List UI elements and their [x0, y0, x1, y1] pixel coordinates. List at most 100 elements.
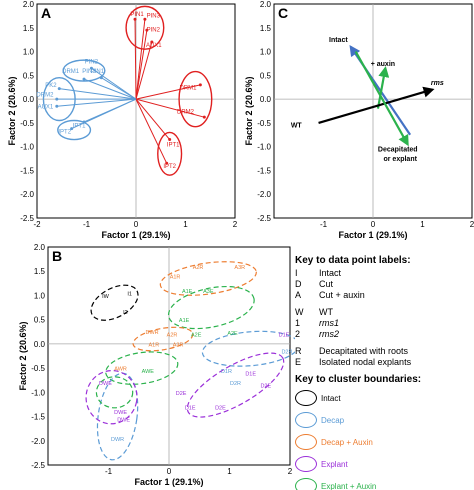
cluster-boundary: [132, 326, 194, 352]
x-tick-label: 1: [183, 220, 188, 229]
arrow-label: rms: [431, 80, 444, 87]
loading-point: [82, 77, 86, 81]
effect-arrow: [376, 66, 390, 109]
cluster-key: Intact Decap Decap + Auxin Explant Explant +…: [295, 387, 471, 490]
y-axis-label: Factor 2 (20.6%): [244, 76, 254, 145]
y-tick-label: 1.5: [34, 267, 46, 276]
panel-letter: A: [41, 5, 51, 21]
sample-label: IW: [102, 294, 110, 300]
cluster-key-row: Explant: [295, 453, 471, 475]
panel-a-chart: 2.0 1.5 1.0 0.5 0.0 -0.5 -1.0 -1.5 -2.0 -2.5-2 -1 0…: [7, 0, 237, 240]
sample-label: DWE: [117, 417, 130, 423]
gene-label: IPT2: [163, 164, 176, 170]
x-tick-label: 1: [420, 220, 425, 229]
panel-letter: C: [278, 5, 288, 21]
gene-label: PIN3: [147, 13, 161, 19]
loading-vector: [83, 78, 137, 100]
y-axis-label: Factor 2 (20.6%): [18, 321, 28, 390]
gene-label: DRM1: [179, 86, 197, 92]
cluster-key-swatch: [295, 456, 317, 472]
sample-label: D1E: [245, 371, 256, 377]
panel-letter: B: [52, 248, 62, 264]
x-tick-label: -1: [105, 467, 113, 476]
sample-label: A1E: [179, 318, 190, 324]
sample-label: D1R: [221, 369, 232, 375]
cluster-key-label: Intact: [321, 393, 341, 403]
y-axis-label: Factor 2 (20.6%): [7, 76, 17, 145]
cluster-key-row: Intact: [295, 387, 471, 409]
cluster-key-label: Decap + Auxin: [321, 437, 373, 447]
cluster-boundary: [105, 351, 179, 385]
y-tick-label: -2.0: [20, 190, 34, 199]
loading-vector: [71, 98, 137, 130]
cluster-key-swatch: [295, 390, 317, 406]
y-tick-label: 1.0: [34, 291, 46, 300]
loading-point: [55, 97, 59, 101]
y-tick-label: 0.5: [23, 71, 35, 80]
y-tick-label: 1.0: [260, 48, 272, 57]
loading-point: [143, 17, 147, 21]
key-row: R Decapitated with roots: [295, 346, 409, 356]
loading-point: [202, 115, 206, 119]
cluster-key-label: Explant + Auxin: [321, 481, 377, 490]
sample-label: DWE: [99, 381, 112, 387]
cluster-key-swatch: [295, 434, 317, 450]
gene-label: DRM2: [177, 109, 195, 115]
y-tick-label: 0.0: [260, 95, 272, 104]
gene-label: PIN1: [91, 69, 105, 75]
gene-label: PIN2: [147, 28, 161, 34]
cluster-key-swatch: [295, 412, 317, 428]
y-tick-label: -1.0: [31, 388, 45, 397]
gene-label: IPT1: [167, 143, 180, 149]
loading-vector: [135, 98, 205, 118]
y-tick-label: 0.0: [34, 340, 46, 349]
gene-label: AUX1: [146, 43, 162, 49]
x-axis-label: Factor 1 (29.1%): [101, 230, 170, 240]
y-tick-label: -2.5: [20, 214, 34, 223]
sample-label: A2E: [227, 331, 238, 337]
y-tick-label: -0.5: [257, 119, 271, 128]
y-tick-label: -0.5: [31, 364, 45, 373]
sample-label: AWE: [142, 369, 155, 375]
sample-label: A2R: [167, 333, 178, 339]
loading-vector: [59, 88, 137, 100]
loading-point: [150, 40, 154, 44]
loading-point: [89, 66, 93, 70]
loading-vector: [135, 30, 148, 100]
key-row: E Isolated nodal explants: [295, 357, 412, 367]
panel-c-chart: 2.0 1.5 1.0 0.5 0.0 -0.5 -1.0 -1.5 -2.0 -2.5 -1 0 1 2…: [244, 0, 474, 240]
panel-b-chart: 2.0 1.5 1.0 0.5 0.0 -0.5 -1.0 -1.5 -2.0 -2.5 -1 0 1 2…: [18, 243, 295, 487]
loading-vector: [135, 98, 168, 164]
sample-label: D2E: [260, 383, 271, 389]
x-tick-label: 2: [470, 220, 474, 229]
arrow-label: Decapitated: [378, 146, 418, 153]
y-tick-label: -1.0: [20, 143, 34, 152]
cluster-key-label: Decap: [321, 415, 345, 425]
y-tick-label: 0.5: [34, 316, 46, 325]
loading-vector: [135, 41, 153, 100]
key-row: 1 rms1: [295, 318, 339, 328]
cluster-ellipse: [157, 131, 183, 176]
gene-label: PIN1: [130, 12, 144, 18]
x-axis-label: Factor 1 (29.1%): [134, 477, 203, 487]
loading-vector: [135, 98, 171, 140]
x-tick-label: -2: [33, 220, 41, 229]
cluster-boundary: [186, 352, 285, 418]
loading-point: [145, 28, 149, 32]
cluster-ellipse: [42, 77, 76, 122]
loading-point: [70, 127, 74, 131]
y-tick-label: -0.5: [20, 119, 34, 128]
sample-label: D2R: [281, 350, 292, 356]
sample-label: A3R: [173, 342, 184, 348]
loading-point: [165, 161, 169, 165]
arrow-label: or explant: [383, 156, 417, 163]
effect-arrow: [354, 51, 409, 147]
cluster-ellipse: [57, 119, 92, 141]
gene-label: AUX1: [38, 105, 54, 111]
key-title-clusters: Key to cluster boundaries:: [295, 374, 422, 385]
loading-point: [168, 138, 172, 142]
gene-label: PIN2: [85, 59, 99, 65]
y-tick-label: 2.0: [260, 0, 272, 9]
loading-point: [133, 17, 137, 21]
sample-label: I1: [127, 291, 132, 297]
